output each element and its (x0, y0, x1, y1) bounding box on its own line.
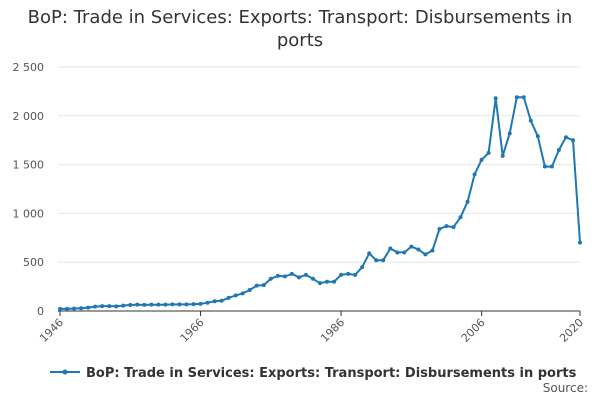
data-point[interactable] (170, 302, 175, 307)
x-tick-label: 2020 (557, 316, 586, 345)
data-point[interactable] (226, 295, 231, 300)
data-point[interactable] (114, 304, 119, 309)
source-label: Source: (542, 381, 588, 395)
data-point[interactable] (247, 288, 252, 293)
data-point[interactable] (465, 199, 470, 204)
data-point[interactable] (58, 306, 62, 311)
data-point[interactable] (149, 302, 154, 307)
data-point[interactable] (437, 227, 442, 232)
data-point[interactable] (177, 302, 182, 307)
data-point[interactable] (486, 150, 491, 155)
y-tick-label: 2 000 (13, 110, 45, 123)
data-point[interactable] (493, 96, 498, 101)
data-point[interactable] (451, 225, 456, 230)
data-point[interactable] (360, 265, 365, 270)
series-line (60, 96, 581, 310)
data-point[interactable] (72, 306, 77, 311)
data-point[interactable] (479, 157, 484, 162)
data-point[interactable] (549, 164, 554, 169)
data-point[interactable] (444, 224, 449, 229)
data-point[interactable] (191, 302, 196, 307)
data-point[interactable] (578, 240, 582, 245)
x-tick-label: 1966 (178, 316, 207, 345)
data-point[interactable] (535, 134, 540, 139)
data-point[interactable] (296, 275, 301, 280)
data-point[interactable] (289, 271, 294, 276)
series-layer (58, 95, 582, 311)
data-point[interactable] (219, 298, 224, 303)
data-point[interactable] (556, 147, 561, 152)
data-point[interactable] (570, 138, 575, 143)
data-point[interactable] (514, 95, 519, 100)
data-point[interactable] (275, 273, 280, 278)
x-axis-ticks: 1946 1966 1986 2006 2020 (37, 311, 586, 345)
data-point[interactable] (121, 303, 126, 308)
data-point[interactable] (303, 272, 308, 277)
data-point[interactable] (521, 95, 526, 100)
data-point[interactable] (528, 118, 533, 123)
legend-marker (62, 369, 68, 375)
data-point[interactable] (93, 304, 98, 309)
data-point[interactable] (65, 306, 70, 311)
data-point[interactable] (332, 279, 337, 284)
data-point[interactable] (430, 248, 435, 253)
legend-label: BoP: Trade in Services: Exports: Transpo… (86, 366, 577, 381)
data-point[interactable] (458, 215, 463, 220)
data-point[interactable] (346, 271, 351, 276)
data-point[interactable] (100, 304, 105, 309)
grid-lines (58, 66, 580, 263)
y-tick-label: 2 500 (13, 61, 45, 74)
data-point[interactable] (339, 272, 344, 277)
data-point[interactable] (563, 135, 568, 140)
data-point[interactable] (310, 276, 315, 281)
data-point[interactable] (212, 299, 217, 304)
data-point[interactable] (268, 276, 273, 281)
data-point[interactable] (156, 302, 161, 307)
x-tick-label: 2006 (459, 316, 488, 345)
data-point[interactable] (472, 172, 477, 177)
x-tick-label: 1986 (318, 316, 347, 345)
data-point[interactable] (353, 272, 358, 277)
data-point[interactable] (381, 258, 386, 263)
data-point[interactable] (318, 281, 322, 286)
data-point[interactable] (409, 244, 414, 249)
data-point[interactable] (135, 302, 140, 307)
data-point[interactable] (163, 302, 168, 307)
y-axis-ticks: 0 500 1 000 1 500 2 000 2 500 (13, 61, 45, 318)
data-point[interactable] (198, 301, 203, 306)
data-point[interactable] (402, 250, 407, 255)
y-tick-label: 1 000 (13, 207, 45, 220)
data-point[interactable] (261, 283, 266, 288)
data-point[interactable] (205, 300, 210, 305)
data-point[interactable] (254, 283, 259, 288)
data-point[interactable] (507, 131, 512, 136)
y-tick-label: 500 (23, 256, 44, 269)
data-point[interactable] (423, 252, 428, 257)
data-point[interactable] (374, 258, 379, 263)
data-point[interactable] (142, 302, 147, 307)
data-point[interactable] (416, 247, 421, 252)
data-point[interactable] (107, 304, 112, 309)
data-point[interactable] (128, 302, 133, 307)
data-point[interactable] (184, 302, 189, 307)
data-point[interactable] (325, 279, 330, 284)
x-tick-label: 1946 (37, 316, 66, 345)
data-point[interactable] (79, 306, 84, 311)
data-point[interactable] (240, 291, 245, 296)
chart-title: BoP: Trade in Services: Exports: Transpo… (27, 7, 573, 51)
y-tick-label: 1 500 (13, 159, 45, 172)
data-point[interactable] (388, 246, 393, 251)
data-point[interactable] (367, 251, 372, 256)
data-point[interactable] (500, 153, 505, 158)
data-point[interactable] (282, 274, 287, 279)
data-point[interactable] (395, 250, 400, 255)
data-point[interactable] (542, 164, 547, 169)
data-point[interactable] (233, 293, 238, 298)
data-point[interactable] (86, 305, 91, 310)
legend[interactable]: BoP: Trade in Services: Exports: Transpo… (50, 366, 577, 381)
y-tick-label: 0 (37, 305, 44, 318)
